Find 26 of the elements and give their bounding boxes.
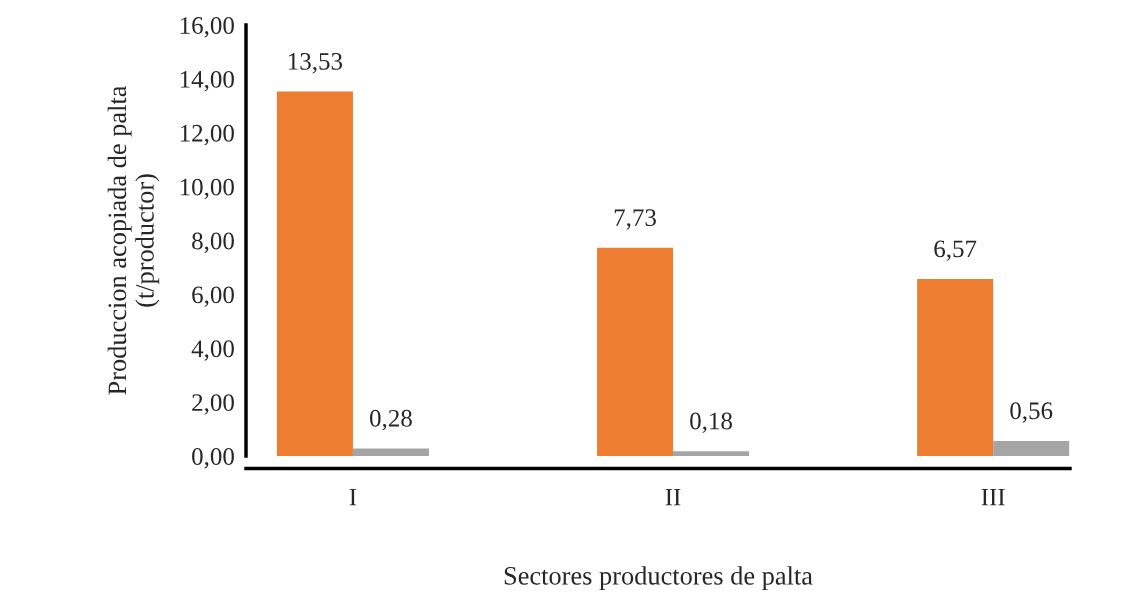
x-tick-label: II — [665, 488, 681, 506]
x-tick-label: III — [981, 488, 1005, 506]
bar — [993, 440, 1070, 456]
data-label: 0,56 — [1010, 402, 1053, 423]
data-label: 6,57 — [934, 240, 977, 261]
data-label: 0,28 — [370, 409, 412, 431]
data-label: 13,53 — [288, 52, 343, 74]
y-tick-label: 2,00 — [192, 394, 234, 415]
y-tick-label: 16,00 — [180, 17, 234, 38]
x-axis-title: Sectores productores de palta — [504, 566, 813, 591]
y-tick-label: 12,00 — [180, 124, 234, 146]
bar — [673, 451, 750, 456]
y-tick-label: 0,00 — [192, 448, 234, 469]
y-axis-title: Produccion acopiada de palta (t/productor) — [107, 85, 160, 395]
y-tick-label: 8,00 — [192, 232, 234, 254]
bar — [597, 247, 674, 456]
data-label: 0,18 — [690, 412, 732, 433]
bar — [276, 91, 353, 456]
y-tick-label: 6,00 — [192, 286, 234, 307]
data-label: 7,73 — [614, 209, 656, 230]
y-tick-label: 4,00 — [191, 340, 234, 361]
bar — [917, 279, 994, 456]
y-tick-label: 14,00 — [180, 70, 234, 92]
y-tick-label: 10,00 — [180, 178, 234, 200]
bar — [352, 448, 429, 456]
x-tick-label: I — [349, 488, 357, 506]
